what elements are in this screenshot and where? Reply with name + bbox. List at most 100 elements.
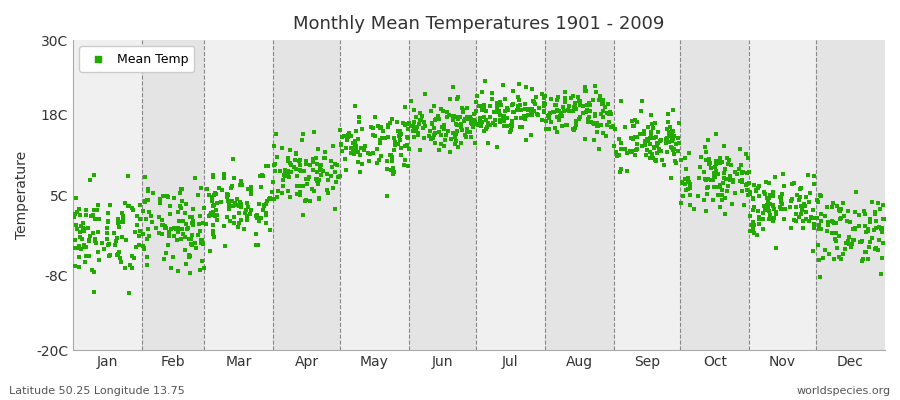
Point (398, 122, 412, 128)
Point (82, 237, 96, 243)
Point (475, 118, 490, 125)
Point (579, 88, 593, 94)
Point (318, 149, 332, 155)
Point (70, 245, 85, 252)
Point (678, 154, 692, 161)
Point (496, 118, 510, 124)
Point (78, 212, 93, 218)
Point (113, 219, 128, 225)
Point (569, 105, 583, 112)
Point (68, 237, 83, 244)
Point (672, 140, 687, 146)
Point (830, 245, 844, 252)
Point (208, 191, 222, 198)
Point (728, 169, 742, 175)
Point (270, 154, 284, 160)
Point (549, 108, 563, 114)
Point (258, 220, 273, 226)
Point (102, 253, 116, 259)
Point (675, 180, 689, 186)
Point (858, 222, 872, 229)
Point (557, 108, 572, 114)
Point (212, 185, 226, 191)
Point (708, 164, 723, 170)
Point (868, 246, 882, 252)
Bar (340, 40, 409, 350)
Point (148, 224, 163, 231)
Point (630, 134, 644, 140)
Point (373, 125, 387, 131)
Point (836, 251, 850, 258)
Point (267, 142, 282, 149)
Point (663, 130, 678, 136)
Point (651, 129, 665, 135)
Point (624, 135, 638, 141)
Point (841, 238, 855, 244)
Point (765, 189, 779, 196)
Point (207, 212, 221, 219)
Point (366, 132, 381, 138)
Point (268, 161, 283, 167)
Point (698, 208, 713, 214)
Point (816, 254, 831, 261)
Point (752, 193, 766, 200)
Point (252, 200, 266, 207)
Point (582, 118, 597, 125)
Point (535, 91, 549, 97)
Point (374, 153, 388, 159)
Point (626, 136, 640, 142)
Point (761, 208, 776, 214)
Point (769, 210, 783, 217)
Point (187, 240, 202, 246)
Point (588, 112, 602, 119)
Point (410, 124, 424, 130)
Point (722, 157, 736, 163)
Point (580, 102, 594, 108)
Point (571, 94, 585, 100)
Point (493, 119, 508, 126)
Point (687, 205, 701, 212)
Point (373, 140, 387, 146)
Point (795, 211, 809, 218)
Point (527, 108, 542, 115)
Point (85, 266, 99, 273)
Point (581, 100, 596, 106)
Point (394, 131, 409, 137)
Point (253, 173, 267, 180)
Point (346, 140, 360, 146)
Point (255, 172, 269, 178)
Point (645, 121, 660, 127)
Point (77, 259, 92, 265)
Point (700, 184, 715, 191)
Point (496, 114, 510, 120)
Point (176, 230, 190, 237)
Point (341, 134, 356, 140)
Point (650, 150, 664, 157)
Point (428, 140, 442, 146)
Point (317, 155, 331, 162)
Point (513, 102, 527, 108)
Point (415, 113, 429, 119)
Point (528, 101, 543, 108)
Point (664, 128, 679, 134)
Point (548, 125, 562, 132)
Point (644, 129, 658, 136)
Point (608, 149, 623, 156)
Point (499, 108, 513, 114)
Point (828, 236, 842, 242)
Point (572, 98, 587, 104)
Point (600, 122, 615, 128)
Point (435, 124, 449, 131)
Point (633, 131, 647, 137)
Point (106, 230, 121, 236)
Point (194, 184, 208, 191)
Point (362, 158, 376, 165)
Point (182, 252, 196, 258)
Point (761, 199, 776, 206)
Point (792, 194, 806, 200)
Point (773, 194, 788, 200)
Point (243, 207, 257, 213)
Point (777, 216, 791, 222)
Point (382, 152, 397, 159)
Point (230, 196, 245, 203)
